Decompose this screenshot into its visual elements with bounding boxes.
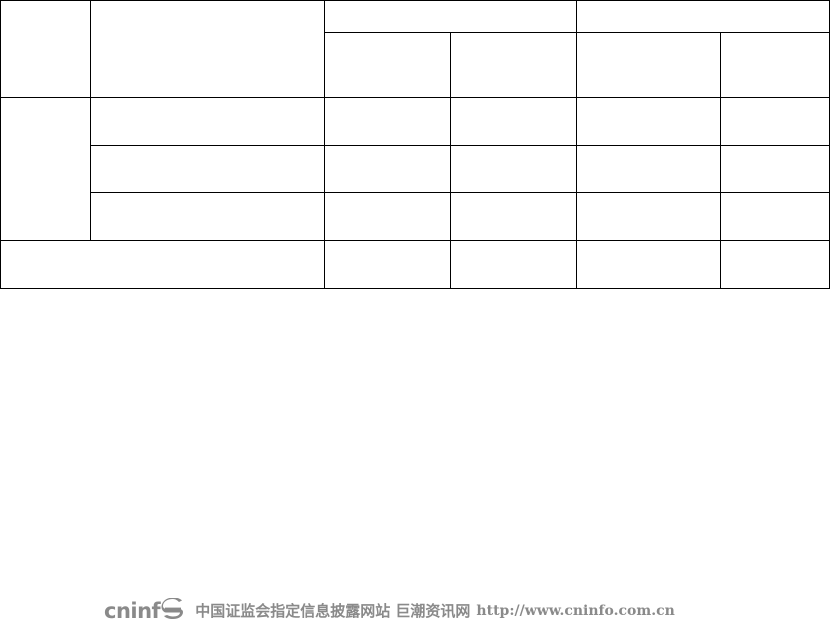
footer-site-name: 中国证监会指定信息披露网站 巨潮资讯网	[195, 601, 471, 620]
cninfo-logo: cninf	[104, 597, 185, 624]
logo-wordmark: cninf	[104, 598, 161, 623]
footer-url-link[interactable]: http://www.cninfo.com.cn	[476, 603, 675, 619]
table-grid-lines	[0, 0, 830, 289]
cninfo-swirl-icon	[161, 597, 185, 624]
table-outer-border	[0, 0, 830, 289]
data-table	[0, 0, 831, 300]
footer-watermark: cninf 中国证监会指定信息披露网站 巨潮资讯网 http://www.cni…	[104, 597, 675, 624]
